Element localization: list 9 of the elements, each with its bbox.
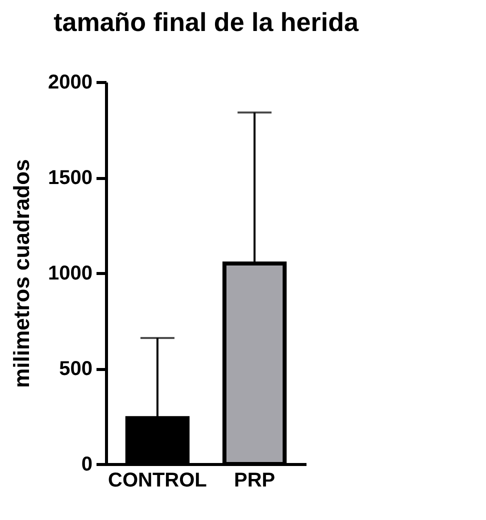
y-tick-label: 2000: [48, 72, 92, 94]
x-tick-label: PRP: [234, 470, 276, 492]
y-axis-title: milimetros cuadrados: [9, 159, 34, 388]
x-tick-label: CONTROL: [108, 470, 207, 492]
y-tick-label: 500: [59, 358, 92, 380]
y-tick-label: 1500: [48, 167, 92, 189]
y-tick-label: 1000: [48, 262, 92, 284]
y-tick-label: 0: [81, 454, 92, 476]
chart-title: tamaño final de la herida: [54, 7, 359, 37]
